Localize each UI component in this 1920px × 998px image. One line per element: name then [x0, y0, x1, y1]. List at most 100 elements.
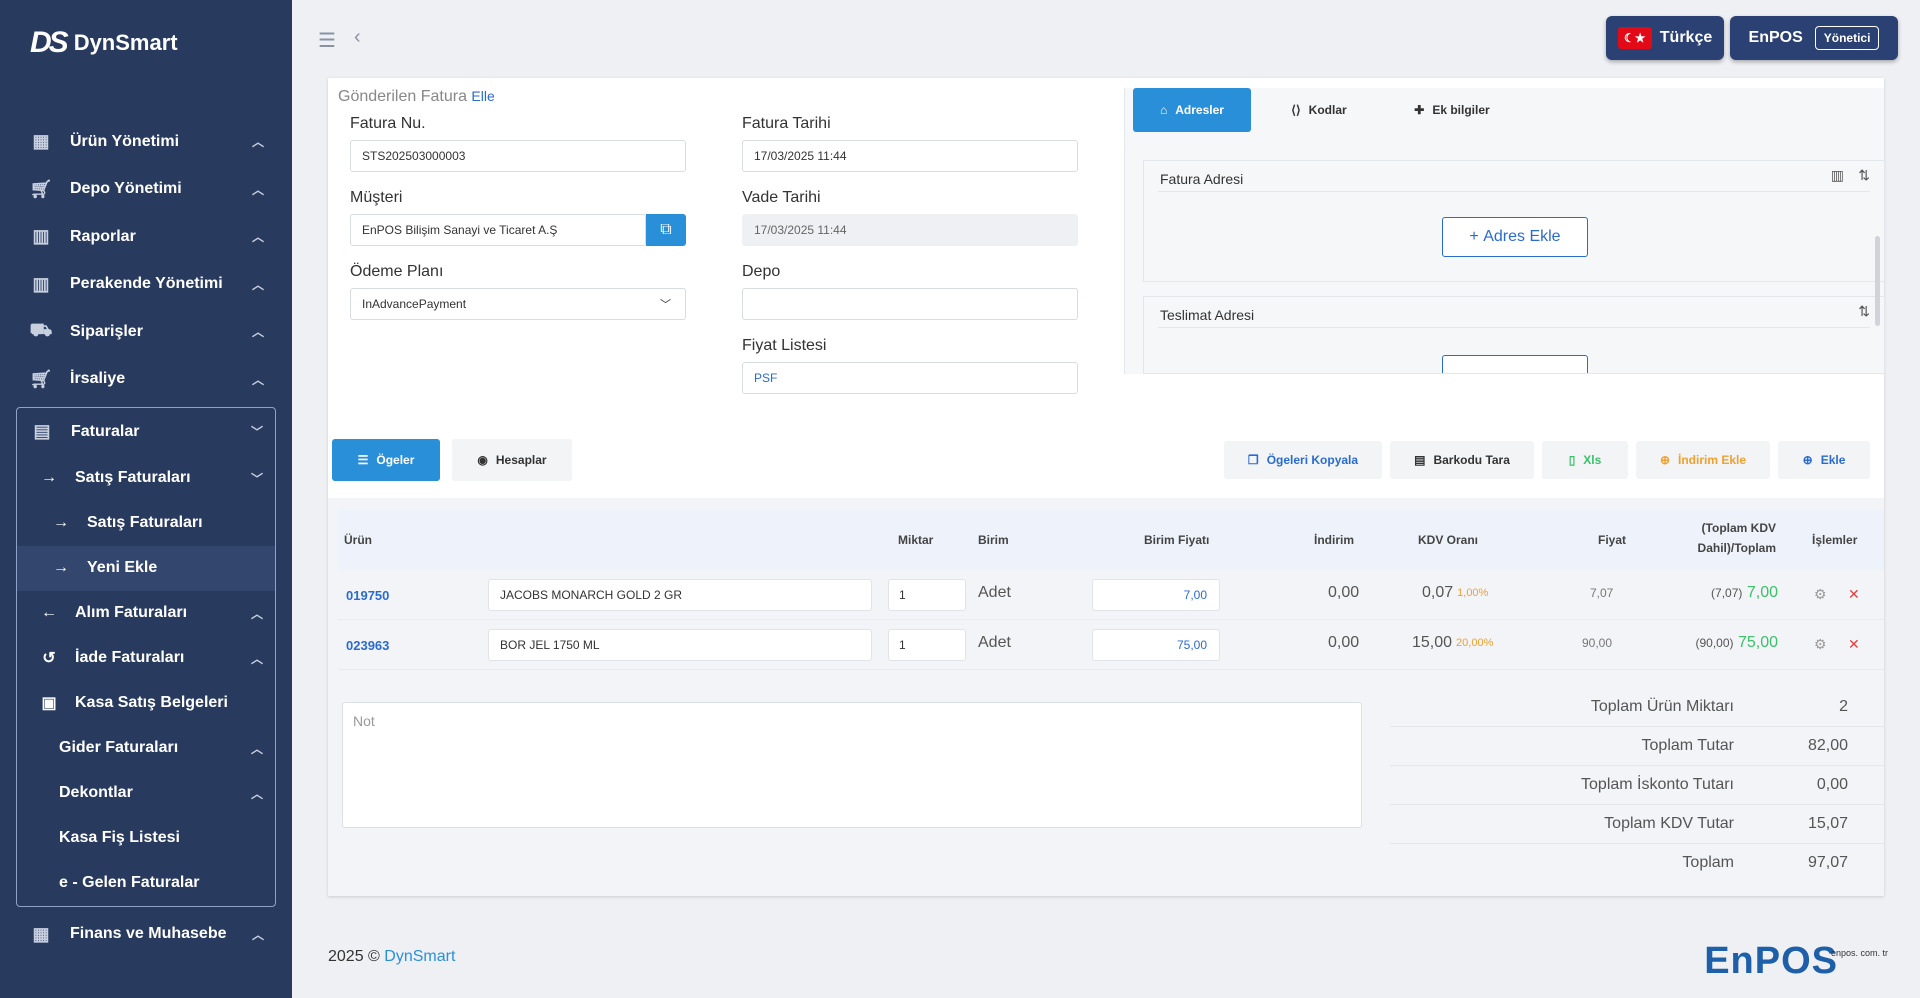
- sidebar-item-siparisler[interactable]: ⛟ Siparişler ︿: [16, 308, 276, 356]
- document-icon: ▤: [33, 421, 51, 442]
- sidebar-item-yeni-ekle[interactable]: → Yeni Ekle: [17, 545, 275, 591]
- xls-button[interactable]: ▯ Xls: [1542, 441, 1628, 479]
- total-label: Toplam Ürün Miktarı: [1590, 698, 1734, 715]
- chevron-left-icon[interactable]: ‹: [354, 26, 361, 48]
- sort-icon[interactable]: ⇅: [1858, 167, 1870, 183]
- table-row: 019750 JACOBS MONARCH GOLD 2 GR 1 Adet 7…: [338, 570, 1884, 620]
- chevron-up-icon: ︿: [250, 741, 263, 756]
- row-fiyat: 90,00: [1582, 636, 1613, 650]
- depo-label: Depo: [742, 263, 781, 280]
- user-role-badge: Yönetici: [1814, 26, 1880, 50]
- sidebar-item-depo[interactable]: 🛒︎ Depo Yönetimi ︿: [16, 166, 276, 214]
- sidebar-item-gider-faturalari[interactable]: Gider Faturaları ︿: [17, 726, 275, 771]
- row-price-input[interactable]: 75,00: [1092, 629, 1220, 661]
- sidebar-item-finans[interactable]: ▦ Finans ve Muhasebe ︿: [16, 911, 276, 959]
- sidebar-item-alim-faturalari[interactable]: ← Alım Faturaları ︿: [17, 591, 275, 636]
- sidebar-item-raporlar[interactable]: ▥ Raporlar ︿: [16, 213, 276, 261]
- fatura-nu-input[interactable]: STS202503000003: [350, 140, 686, 172]
- sort-icon[interactable]: ⇅: [1858, 303, 1870, 319]
- cart-icon: 🛒︎: [29, 178, 53, 199]
- external-link-icon[interactable]: ⧉: [646, 214, 686, 246]
- topbar: ☰ ‹ ☾★ Türkçe EnPOS Yönetici: [292, 0, 1920, 78]
- adres-ekle-button[interactable]: + Adres Ekle: [1442, 217, 1588, 257]
- odeme-select[interactable]: InAdvancePayment ﹀: [350, 288, 686, 320]
- tab-hesaplar[interactable]: ◉ Hesaplar: [452, 439, 572, 481]
- sidebar-item-label: Kasa Satış Belgeleri: [75, 694, 228, 711]
- copy-icon: ❐: [1247, 453, 1259, 467]
- row-code[interactable]: 023963: [346, 638, 390, 653]
- sidebar-item-satis-faturalari[interactable]: → Satış Faturaları ﹀: [17, 456, 275, 501]
- row-discount: 0,00: [1328, 584, 1360, 601]
- col-birim: Birim: [978, 533, 1009, 547]
- sidebar-item-dekontlar[interactable]: Dekontlar ︿: [17, 771, 275, 816]
- tab-label: Hesaplar: [495, 453, 547, 467]
- row-qty-input[interactable]: 1: [888, 579, 966, 611]
- vade-label: Vade Tarihi: [742, 189, 821, 206]
- sidebar-item-label: Faturalar: [71, 422, 140, 440]
- row-toplam-paren: (7,07): [1711, 586, 1743, 600]
- sidebar-item-kasa-fis[interactable]: Kasa Fiş Listesi: [17, 816, 275, 861]
- sidebar-item-urun[interactable]: ▦ Ürün Yönetimi ︿: [16, 118, 276, 166]
- form-title-text: Gönderilen Fatura: [338, 88, 467, 105]
- tab-ogeler[interactable]: ☰ Ögeler: [332, 439, 440, 481]
- enpos-logo: EnPOS: [1704, 940, 1838, 982]
- ogeleri-kopyala-button[interactable]: ❐ Ögeleri Kopyala: [1224, 441, 1382, 479]
- ekle-button[interactable]: ⊕ Ekle: [1778, 441, 1870, 479]
- tab-adresler[interactable]: ⌂ Adresler: [1133, 88, 1251, 132]
- sidebar-item-faturalar[interactable]: ▤ Faturalar ﹀: [17, 408, 275, 456]
- gear-icon[interactable]: ⚙: [1814, 636, 1827, 652]
- user-menu-button[interactable]: EnPOS Yönetici: [1730, 16, 1898, 60]
- footer-brand-link[interactable]: DynSmart: [384, 948, 456, 965]
- row-price-input[interactable]: 7,00: [1092, 579, 1220, 611]
- fiyat-listesi-input[interactable]: PSF: [742, 362, 1078, 394]
- scrollbar[interactable]: [1875, 236, 1880, 326]
- tab-ek-bilgiler[interactable]: ✚ Ek bilgiler: [1387, 88, 1517, 132]
- sidebar-item-satis-faturalari-list[interactable]: → Satış Faturaları: [17, 501, 275, 546]
- note-textarea[interactable]: Not: [342, 702, 1362, 828]
- sidebar-item-irsaliye[interactable]: 🛒︎ İrsaliye ︿: [16, 356, 276, 404]
- row-kdv-value: 15,00: [1412, 634, 1453, 651]
- sidebar-item-label: İrsaliye: [70, 370, 126, 388]
- close-icon[interactable]: ✕: [1848, 586, 1860, 602]
- row-qty-input[interactable]: 1: [888, 629, 966, 661]
- fatura-tarihi-input[interactable]: 17/03/2025 11:44: [742, 140, 1078, 172]
- close-icon[interactable]: ✕: [1848, 636, 1860, 652]
- depo-input[interactable]: [742, 288, 1078, 320]
- col-toplam: (Toplam KDV Dahil)/Toplam: [1676, 518, 1776, 558]
- sidebar-item-iade-faturalari[interactable]: ↺ İade Faturaları ︿: [17, 636, 275, 681]
- chevron-up-icon: ︿: [251, 182, 264, 197]
- layout-icon[interactable]: ▥: [1830, 167, 1844, 183]
- total-label: Toplam KDV Tutar: [1604, 815, 1734, 832]
- sidebar-group-faturalar: ▤ Faturalar ﹀ → Satış Faturaları ﹀ → Satış Fa…: [16, 407, 276, 907]
- adres-ekle-button-2[interactable]: [1442, 355, 1588, 373]
- chevron-up-icon: ︿: [251, 230, 264, 245]
- total-value: 82,00: [1807, 737, 1848, 754]
- row-kdv-value: 0,07: [1422, 584, 1454, 601]
- odeme-label: Ödeme Planı: [350, 263, 444, 280]
- chevron-up-icon: ︿: [251, 927, 264, 942]
- sidebar-item-label: Yeni Ekle: [87, 559, 158, 576]
- row-name-input[interactable]: JACOBS MONARCH GOLD 2 GR: [488, 579, 872, 611]
- gear-icon[interactable]: ⚙: [1814, 586, 1827, 602]
- row-toplam-paren: (90,00): [1695, 636, 1734, 650]
- button-label: Barkodu Tara: [1433, 453, 1510, 467]
- menu-icon[interactable]: ☰: [318, 30, 336, 52]
- app-logo[interactable]: DS DynSmart: [30, 26, 178, 60]
- musteri-input[interactable]: EnPOS Bilişim Sanayi ve Ticaret A.Ş: [350, 214, 646, 246]
- sidebar-item-label: Ürün Yönetimi: [70, 132, 180, 150]
- form-title-link[interactable]: Elle: [471, 88, 495, 104]
- main-area: ☰ ‹ ☾★ Türkçe EnPOS Yönetici Gönderilen …: [292, 0, 1920, 998]
- row-name-input[interactable]: BOR JEL 1750 ML: [488, 629, 872, 661]
- sidebar-item-perakende[interactable]: ▥ Perakende Yönetimi ︿: [16, 261, 276, 309]
- row-code[interactable]: 019750: [346, 588, 390, 603]
- sidebar-item-label: Perakende Yönetimi: [70, 275, 223, 293]
- sidebar-item-kasa-satis[interactable]: ▣ Kasa Satış Belgeleri: [17, 681, 275, 726]
- barkodu-tara-button[interactable]: ▤ Barkodu Tara: [1390, 441, 1534, 479]
- chevron-down-icon: ﹀: [660, 299, 671, 311]
- fatura-adresi-box: Fatura Adresi ▥ ⇅ + Adres Ekle: [1143, 160, 1885, 282]
- tab-kodlar[interactable]: ⟨⟩ Kodlar: [1261, 88, 1377, 132]
- sidebar-item-e-gelen[interactable]: e - Gelen Faturalar: [17, 861, 275, 906]
- indirim-ekle-button[interactable]: ⊕ İndirim Ekle: [1636, 441, 1770, 479]
- language-button[interactable]: ☾★ Türkçe: [1606, 16, 1724, 60]
- tab-label: Ögeler: [376, 453, 415, 467]
